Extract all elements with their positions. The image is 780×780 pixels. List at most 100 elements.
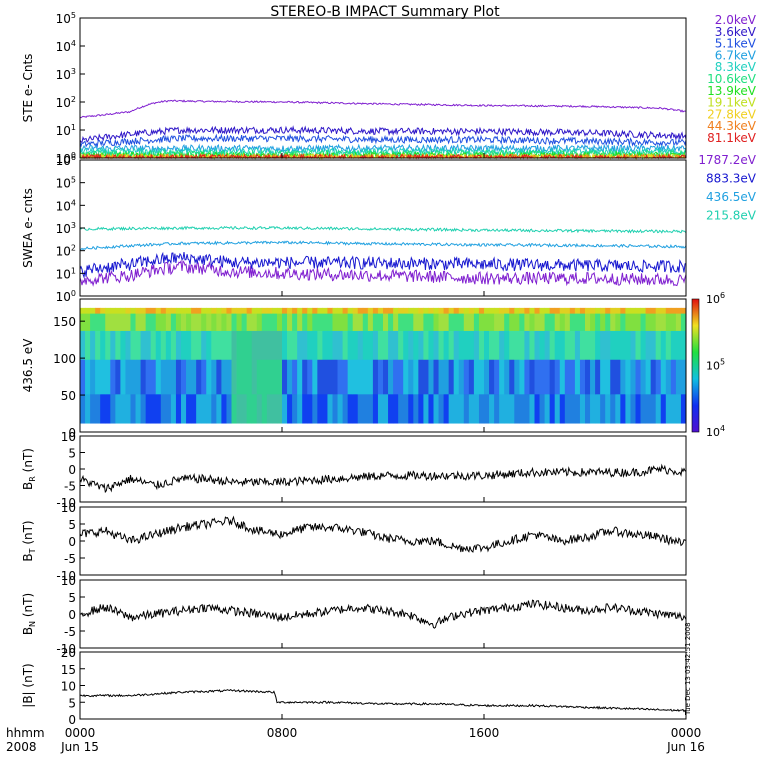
y-tick-label-bt: 5: [68, 518, 76, 532]
heatmap-cell: [312, 307, 318, 315]
legend-entry-ste: 10.6keV: [707, 72, 757, 86]
y-axis-label-swea: SWEA e- cnts: [21, 188, 35, 268]
legend-entry-ste: 3.6keV: [715, 25, 757, 39]
colorbar: [691, 298, 700, 433]
heatmap-cell: [650, 330, 657, 361]
heatmap-cell: [282, 330, 288, 361]
heatmap-cell: [458, 313, 465, 332]
heatmap-cell: [610, 359, 616, 395]
heatmap-cell: [413, 307, 419, 315]
heatmap-cell: [251, 330, 258, 361]
heatmap-cell: [615, 394, 621, 424]
heatmap-cell: [150, 394, 157, 424]
heatmap-cell: [236, 330, 242, 361]
heatmap-cell: [620, 313, 626, 332]
heatmap-cell: [605, 313, 611, 332]
y-tick-label-swea: 105: [56, 176, 76, 191]
heatmap-cell: [342, 359, 349, 395]
heatmap-cell: [110, 307, 116, 315]
heatmap-cell: [484, 307, 490, 315]
heatmap-cell: [317, 313, 323, 332]
heatmap-cell: [579, 330, 586, 361]
y-tick-label-bmag: 15: [61, 663, 76, 677]
heatmap-cell: [347, 330, 354, 361]
heatmap-cell: [680, 330, 687, 361]
heatmap-cell: [489, 330, 495, 361]
heatmap-cell: [660, 313, 667, 332]
heatmap-cell: [428, 359, 434, 395]
heatmap-cell: [423, 307, 429, 315]
heatmap-cell: [549, 394, 556, 424]
y-tick-label-br: -5: [64, 480, 76, 494]
heatmap-cell: [569, 313, 576, 332]
panel-frame-pad: [79, 298, 687, 433]
heatmap-cell: [342, 313, 349, 332]
heatmap-cell: [519, 307, 525, 315]
legend-entry-ste: 27.8keV: [707, 107, 757, 121]
y-tick-label-bmag: 20: [61, 646, 76, 660]
heatmap-cell: [635, 394, 641, 424]
heatmap-cell: [150, 307, 157, 315]
heatmap-cell: [181, 313, 187, 332]
heatmap-cell: [150, 313, 157, 332]
heatmap-cell: [367, 359, 374, 395]
y-tick-label-swea: 106: [56, 153, 76, 168]
heatmap-cell: [155, 359, 162, 395]
heatmap-cell: [201, 330, 207, 361]
heatmap-cell: [377, 394, 384, 424]
heatmap-cell: [504, 359, 510, 395]
y-tick-label-pad: 0: [68, 426, 76, 440]
heatmap-cell: [130, 359, 136, 395]
heatmap-cell: [226, 359, 232, 395]
y-tick-label-ste: 105: [56, 11, 76, 26]
panel-frame-bmag: [79, 651, 687, 720]
heatmap-cell: [438, 313, 444, 332]
heatmap-cell: [362, 394, 369, 424]
heatmap-cell: [585, 313, 591, 332]
heatmap-cell: [125, 330, 131, 361]
heatmap-cell: [574, 394, 581, 424]
heatmap-cell: [675, 313, 682, 332]
heatmap-cell: [539, 359, 545, 395]
heatmap-cell: [494, 313, 500, 332]
heatmap-cell: [372, 330, 379, 361]
y-tick-label-bn: -5: [64, 625, 76, 639]
heatmap-cell: [554, 394, 561, 424]
heatmap-cell: [595, 307, 601, 315]
heatmap-cell: [574, 359, 581, 395]
heatmap-cell: [85, 330, 91, 361]
heatmap-cell: [448, 359, 455, 395]
heatmap-cell: [140, 330, 147, 361]
heatmap-cell: [564, 394, 571, 424]
heatmap-cell: [458, 330, 465, 361]
heatmap-cell: [383, 394, 389, 424]
heatmap-cell: [105, 394, 111, 424]
heatmap-cell: [655, 313, 662, 332]
heatmap-cell: [130, 307, 136, 315]
heatmap-cell: [585, 330, 591, 361]
heatmap-cell: [408, 330, 414, 361]
heatmap-cell: [433, 307, 439, 315]
heatmap-cell: [554, 313, 561, 332]
heatmap-cell: [468, 330, 475, 361]
heatmap-cell: [186, 307, 192, 315]
heatmap-cell: [463, 359, 470, 395]
heatmap-cell: [574, 330, 581, 361]
heatmap-cell: [357, 307, 364, 315]
heatmap-cell: [504, 313, 510, 332]
heatmap-cell: [367, 313, 374, 332]
heatmap-cell: [211, 359, 217, 395]
heatmap-cell: [160, 394, 167, 424]
heatmap-cell: [241, 394, 248, 424]
y-axis-label-ste: STE e- Cnts: [21, 54, 35, 123]
heatmap-cell: [595, 313, 601, 332]
heatmap-cell: [489, 394, 495, 424]
heatmap-cell: [600, 313, 606, 332]
heatmap-cell: [95, 359, 101, 395]
heatmap-cell: [175, 394, 182, 424]
heatmap-cell: [489, 307, 495, 315]
heatmap-cell: [670, 359, 677, 395]
heatmap-cell: [398, 307, 404, 315]
heatmap-cell: [241, 359, 248, 395]
heatmap-cell: [443, 307, 450, 315]
